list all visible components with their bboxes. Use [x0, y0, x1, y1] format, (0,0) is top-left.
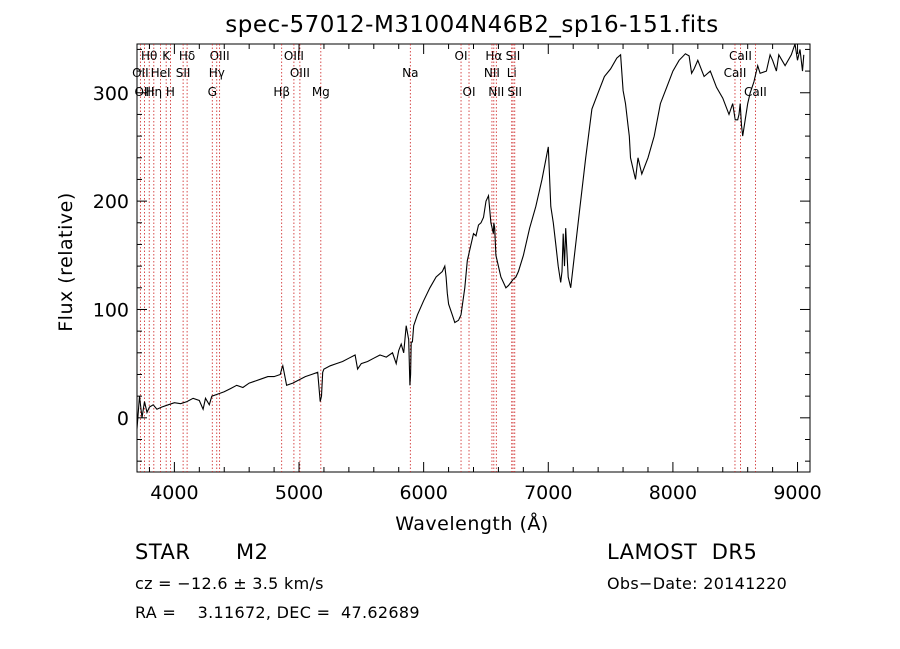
x-tick-label: 7000 [524, 482, 572, 504]
x-tick-label: 5000 [275, 482, 323, 504]
line-label: CaII [729, 49, 752, 63]
survey-name: LAMOST DR5 [607, 540, 758, 564]
line-label: CaII [724, 66, 747, 80]
chart-title: spec-57012-M31004N46B2_sp16-151.fits [225, 12, 718, 38]
line-label: Hθ [141, 49, 157, 63]
line-label: Mg [312, 85, 330, 99]
line-label: G [208, 85, 217, 99]
line-label: SII [506, 49, 521, 63]
line-label: Hη [146, 85, 163, 99]
line-label: SII [507, 85, 522, 99]
x-tick-label: 6000 [399, 482, 447, 504]
line-label: Hγ [209, 66, 225, 80]
line-label: OI [463, 85, 476, 99]
spectrum-line [136, 43, 805, 429]
line-label: H [166, 85, 175, 99]
line-label: OII [132, 66, 149, 80]
line-label: SII [176, 66, 191, 80]
line-label: OIII [284, 49, 304, 63]
x-tick-label: 4000 [150, 482, 198, 504]
y-tick-label: 100 [93, 299, 129, 321]
object-class: STAR [135, 540, 191, 564]
line-label: Li [507, 66, 517, 80]
plot-frame [136, 43, 811, 473]
y-tick-label: 0 [117, 408, 129, 430]
line-label: Hβ [273, 85, 290, 99]
y-axis-label: Flux (relative) [55, 192, 77, 332]
x-axis-label: Wavelength (Å) [395, 512, 549, 535]
line-label: OIII [134, 85, 154, 99]
line-label: OIII [290, 66, 310, 80]
x-tick-label: 8000 [649, 482, 697, 504]
line-label: Hδ [179, 49, 195, 63]
line-label: K [162, 49, 171, 63]
line-label: OI [455, 49, 468, 63]
obs-date-text: Obs−Date: 20141220 [607, 574, 788, 593]
redshift-text: cz = −12.6 ± 3.5 km/s [135, 574, 324, 593]
line-label: Hα [485, 49, 502, 63]
y-tick-label: 300 [93, 83, 129, 105]
line-label: CaII [744, 85, 767, 99]
x-tick-label: 9000 [773, 482, 821, 504]
line-label: HeI [151, 66, 171, 80]
y-tick-label: 200 [93, 191, 129, 213]
line-label: OIII [210, 49, 230, 63]
line-label: NII [488, 85, 504, 99]
object-subclass: M2 [236, 540, 269, 564]
ra-dec-text: RA = 3.11672, DEC = 47.62689 [135, 603, 420, 622]
line-label: Na [402, 66, 418, 80]
axis-ticks: 4000 5000 6000 7000 8000 9000 0 100 200 300 [93, 44, 822, 504]
line-label: NII [484, 66, 500, 80]
